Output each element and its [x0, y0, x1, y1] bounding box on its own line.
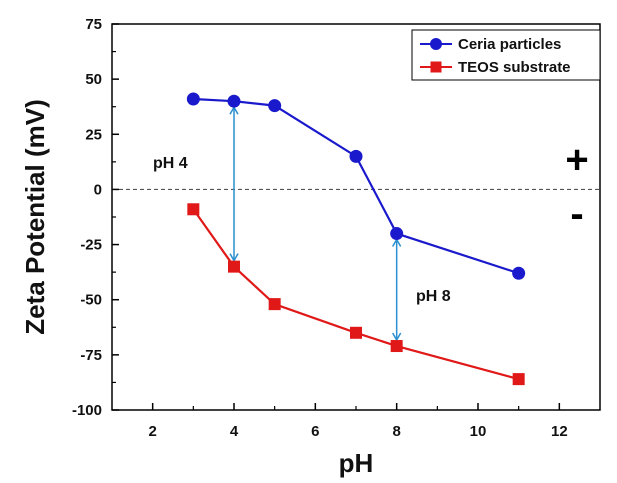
- legend-label-ceria: Ceria particles: [458, 36, 561, 53]
- series-line: [192, 208, 519, 381]
- data-point-teos: [187, 203, 200, 216]
- y-tick-label: 25: [85, 126, 102, 143]
- legend-label-teos: TEOS substrate: [458, 59, 571, 76]
- data-point-teos: [228, 260, 240, 273]
- x-tick-label: 8: [392, 423, 400, 440]
- y-tick-label: -100: [72, 402, 102, 419]
- positive-sign: +: [565, 138, 588, 182]
- data-point-ceria: [390, 227, 404, 241]
- series: [186, 92, 526, 386]
- data-point-teos: [390, 340, 403, 353]
- axis-ticks: 75 50 25 0 -25 -50 -75 -100 2 4 6 8 10 12: [72, 16, 568, 440]
- annotation-ph4: pH 4: [153, 155, 188, 172]
- x-tick-label: 6: [311, 423, 319, 440]
- y-tick-label: 50: [85, 71, 102, 88]
- annotation-arrowhead-down: [392, 332, 402, 342]
- legend-marker-ceria: [430, 38, 442, 50]
- negative-sign: -: [570, 192, 583, 236]
- y-axis-title: Zeta Potential (mV): [20, 99, 50, 334]
- data-point-ceria: [268, 99, 282, 113]
- y-tick-label: -25: [80, 237, 102, 254]
- data-point-ceria: [349, 149, 363, 163]
- series-line: [193, 97, 520, 275]
- y-tick-label: 75: [85, 16, 102, 33]
- data-point-ceria: [227, 94, 241, 108]
- y-tick-label: -75: [80, 347, 102, 364]
- legend-marker-teos: [430, 61, 442, 73]
- y-tick-label: 0: [94, 181, 102, 198]
- x-tick-label: 12: [551, 423, 568, 440]
- x-tick-label: 10: [470, 423, 487, 440]
- y-tick-label: -50: [80, 292, 102, 309]
- legend-box: [411, 29, 601, 81]
- plot-frame: [111, 23, 601, 411]
- legend: Ceria particles TEOS substrate: [411, 29, 601, 81]
- x-tick-label: 2: [148, 423, 156, 440]
- x-axis-title: pH: [339, 448, 374, 478]
- data-point-teos: [268, 298, 281, 311]
- data-point-ceria: [512, 266, 526, 280]
- axes: [111, 23, 601, 411]
- annotation-arrows: [229, 105, 402, 342]
- data-point-teos: [350, 326, 362, 339]
- data-point-teos: [512, 373, 525, 386]
- x-tick-label: 4: [230, 423, 239, 440]
- annotation-ph8: pH 8: [416, 288, 451, 305]
- data-point-ceria: [186, 92, 200, 106]
